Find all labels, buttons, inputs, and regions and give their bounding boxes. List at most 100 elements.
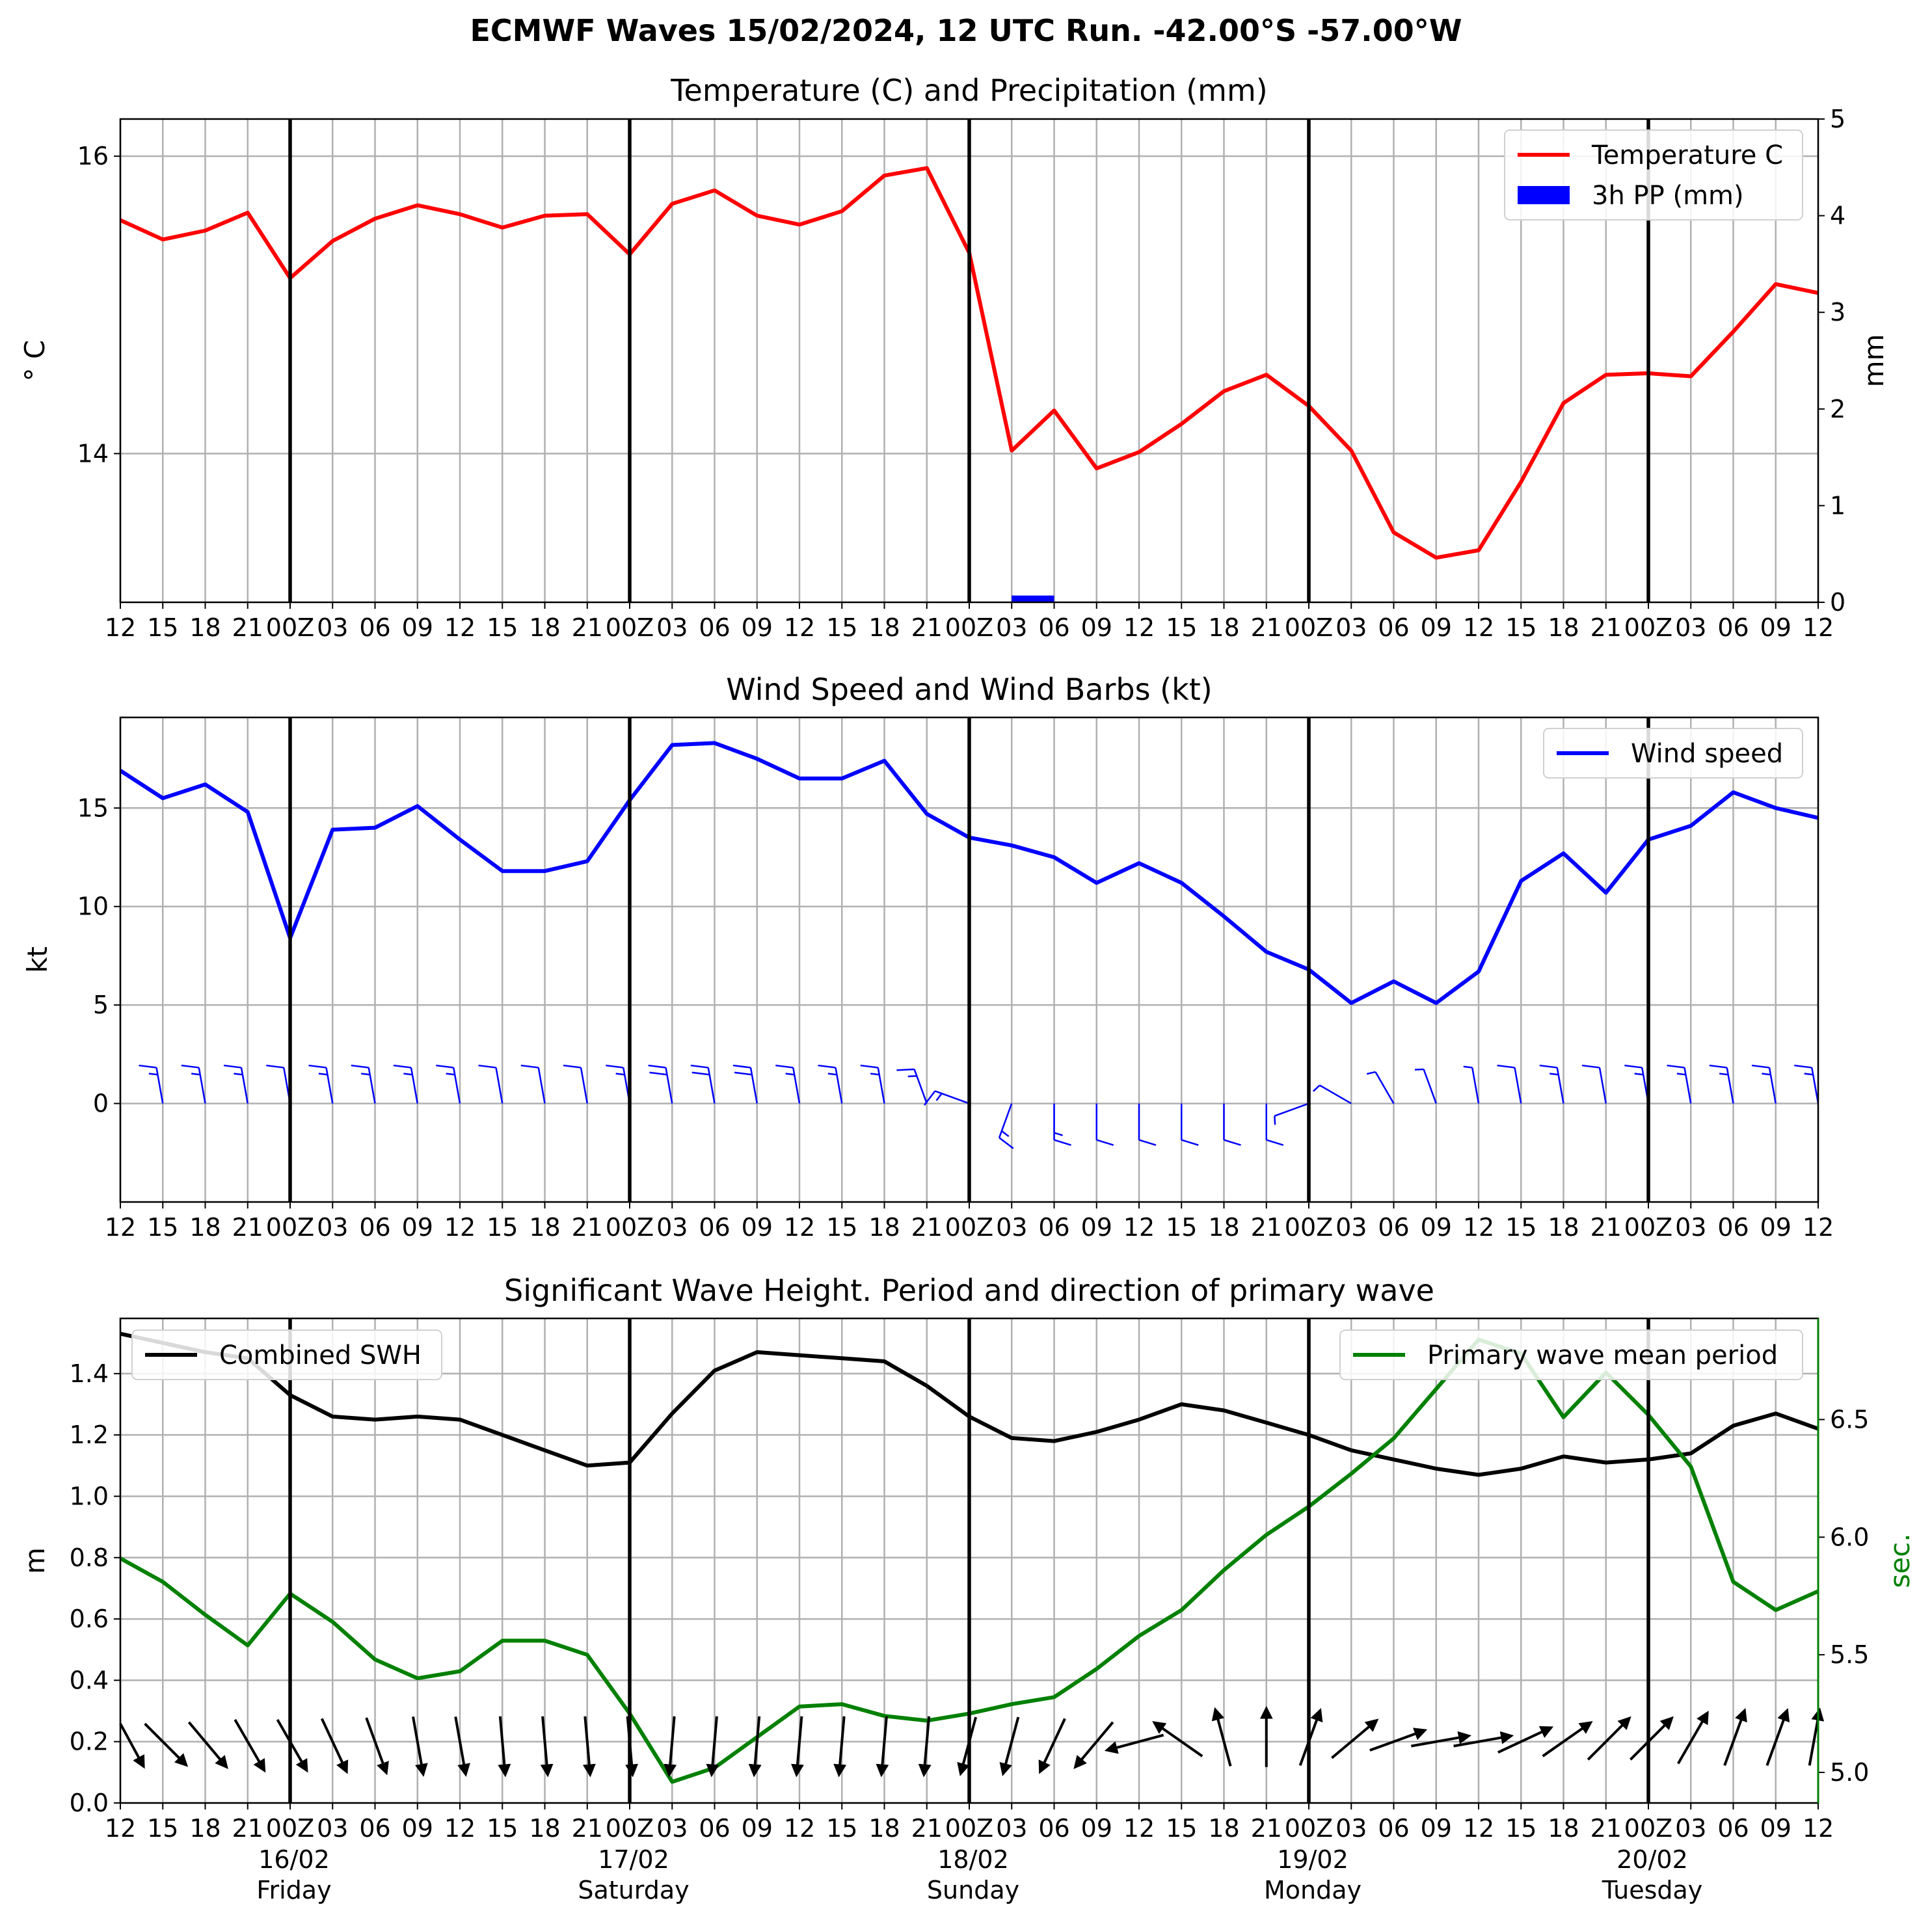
wind-barb [478,1064,503,1104]
wave-direction-arrow [918,1716,932,1778]
x-tick-label: 06 [1717,1814,1749,1843]
x-tick-label: 06 [1038,1814,1069,1843]
wave-direction-arrow [706,1716,719,1778]
day-date-label: 20/02 [1617,1845,1688,1874]
wave-direction-arrow [1331,1718,1379,1759]
x-tick-label: 18 [1548,1814,1579,1843]
x-tick-label: 09 [402,613,433,642]
x-tick-label: 21 [572,613,603,642]
day-name-label: Tuesday [1602,1876,1703,1904]
wave-direction-arrow [1587,1716,1631,1761]
wave-direction-arrow [1723,1708,1747,1767]
wave-direction-arrow [454,1716,470,1777]
x-tick-label: 21 [232,1213,263,1242]
wind-barb [818,1064,843,1104]
x-tick-label: 18 [1208,613,1239,642]
x-tick-label: 21 [232,613,263,642]
x-tick-label: 12 [1463,613,1494,642]
y2-tick-label: 0 [1830,588,1845,617]
x-tick-label: 21 [1251,1814,1282,1843]
x-tick-label: 03 [1675,613,1706,642]
x-tick-label: 12 [105,613,136,642]
x-tick-label: 09 [1760,1814,1791,1843]
x-tick-label: 00Z [1285,613,1333,642]
precip-bar [1012,595,1054,602]
x-tick-label: 21 [1251,613,1282,642]
x-tick-label: 12 [1463,1213,1494,1242]
legend-label-period: Primary wave mean period [1427,1341,1778,1370]
wave-direction-arrow [1453,1731,1514,1748]
x-tick-label: 21 [911,613,943,642]
x-tick-label: 03 [656,613,688,642]
wind-barb [436,1064,461,1104]
x-tick-label: 09 [1421,1814,1452,1843]
x-tick-label: 06 [1378,1814,1409,1843]
wind-barb [1274,1102,1309,1125]
wind-barb [1794,1064,1819,1104]
x-tick-label: 18 [189,613,221,642]
y-tick-label: 0.4 [70,1666,109,1694]
wind-barb [520,1064,546,1104]
x-tick-label: 03 [317,1213,348,1242]
wave-direction-arrow [234,1718,266,1773]
wind-barb [351,1064,376,1104]
x-tick-label: 15 [147,613,178,642]
x-tick-label: 12 [1803,1213,1834,1242]
x-tick-label: 09 [402,1814,433,1843]
wind-barb [181,1064,206,1104]
x-tick-label: 00Z [1285,1213,1333,1242]
wind-barb [1138,1103,1157,1146]
x-tick-label: 03 [996,1814,1027,1843]
wave-direction-arrow [320,1718,349,1774]
legend-swatch-precip [1518,186,1570,204]
x-tick-label: 15 [1505,1814,1536,1843]
legend-swh [131,1329,442,1380]
x-tick-label: 15 [147,1213,178,1242]
x-tick-label: 15 [487,1213,518,1242]
x-tick-label: 21 [1590,1814,1622,1843]
x-tick-label: 12 [784,1213,815,1242]
x-tick-label: 06 [1717,1213,1749,1242]
wave-direction-arrow [664,1716,677,1778]
y-tick-label: 0.0 [70,1789,109,1817]
y2-tick-label: 6.5 [1830,1406,1869,1434]
wave-direction-arrow [412,1716,428,1777]
x-tick-label: 09 [1081,1213,1112,1242]
x-tick-label: 09 [742,613,773,642]
x-tick-label: 03 [996,613,1027,642]
x-tick-label: 00Z [606,1213,654,1242]
day-name-label: Sunday [927,1876,1019,1904]
wave-direction-arrow [748,1716,762,1778]
wind-barb [139,1064,164,1104]
wind-barb [998,1103,1014,1149]
y-tick-label: 0 [93,1089,109,1118]
wind-barb [1624,1064,1650,1104]
x-tick-label: 15 [487,613,518,642]
x-tick-label: 21 [572,1814,603,1843]
x-tick-label: 09 [1081,613,1112,642]
wind-barb [896,1068,928,1104]
x-tick-label: 18 [529,1814,560,1843]
x-tick-label: 00Z [266,613,314,642]
x-tick-label: 12 [1803,1814,1834,1843]
y2-tick-label: 1 [1830,491,1845,520]
wind-barb [308,1064,334,1104]
x-tick-label: 12 [1123,1213,1155,1242]
y-tick-label: 0.6 [70,1605,109,1633]
y2-axis-label-sec: sec. [1884,1533,1916,1588]
wind-barb [1312,1084,1352,1104]
x-tick-label: 03 [656,1814,688,1843]
x-tick-label: 18 [529,613,560,642]
wave-direction-arrow [1677,1711,1709,1765]
x-tick-label: 06 [699,1213,730,1242]
x-tick-label: 03 [317,1814,348,1843]
x-tick-label: 15 [487,1814,518,1843]
x-tick-label: 21 [1590,613,1622,642]
y-tick-label: 0.8 [70,1543,109,1572]
x-tick-label: 03 [996,1213,1027,1242]
y-tick-label: 1.2 [70,1421,109,1449]
wave-direction-arrow [1765,1708,1790,1767]
x-tick-label: 00Z [266,1814,314,1843]
y2-tick-label: 4 [1830,202,1845,230]
y-tick-label: 16 [77,142,109,170]
